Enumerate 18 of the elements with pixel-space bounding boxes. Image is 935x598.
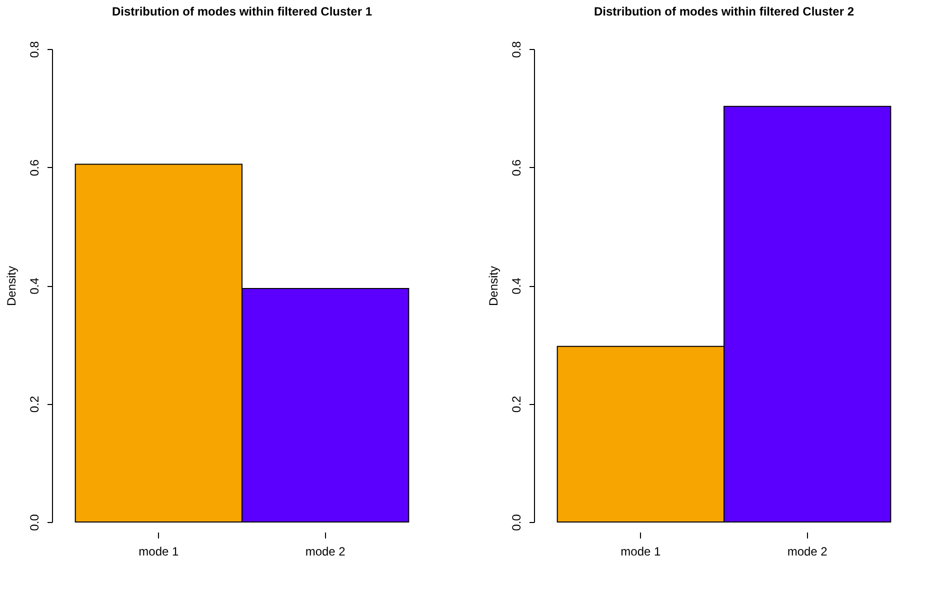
- y-tick-label: 0.2: [28, 396, 42, 413]
- y-tick-label: 0.4: [28, 277, 42, 294]
- y-tick-label: 0.4: [510, 277, 524, 294]
- x-tick-label: mode 2: [787, 544, 828, 558]
- y-tick-label: 0.6: [510, 159, 524, 176]
- chart-title: Distribution of modes within filtered Cluster 1: [112, 4, 372, 19]
- x-tick-label: mode 2: [305, 544, 346, 558]
- y-tick-label: 0.8: [510, 40, 524, 58]
- y-tick-label: 0.0: [510, 514, 524, 531]
- y-tick-label: 0.8: [28, 40, 42, 58]
- y-axis-title: Density: [486, 266, 500, 306]
- x-tick-label: mode 1: [138, 544, 180, 558]
- y-tick-label: 0.2: [510, 396, 524, 413]
- y-tick-label: 0.0: [28, 514, 42, 531]
- y-tick-label: 0.6: [28, 159, 42, 176]
- y-axis-title: Density: [4, 266, 18, 306]
- x-tick-label: mode 1: [620, 544, 662, 558]
- chart-title: Distribution of modes within filtered Cluster 2: [594, 4, 854, 19]
